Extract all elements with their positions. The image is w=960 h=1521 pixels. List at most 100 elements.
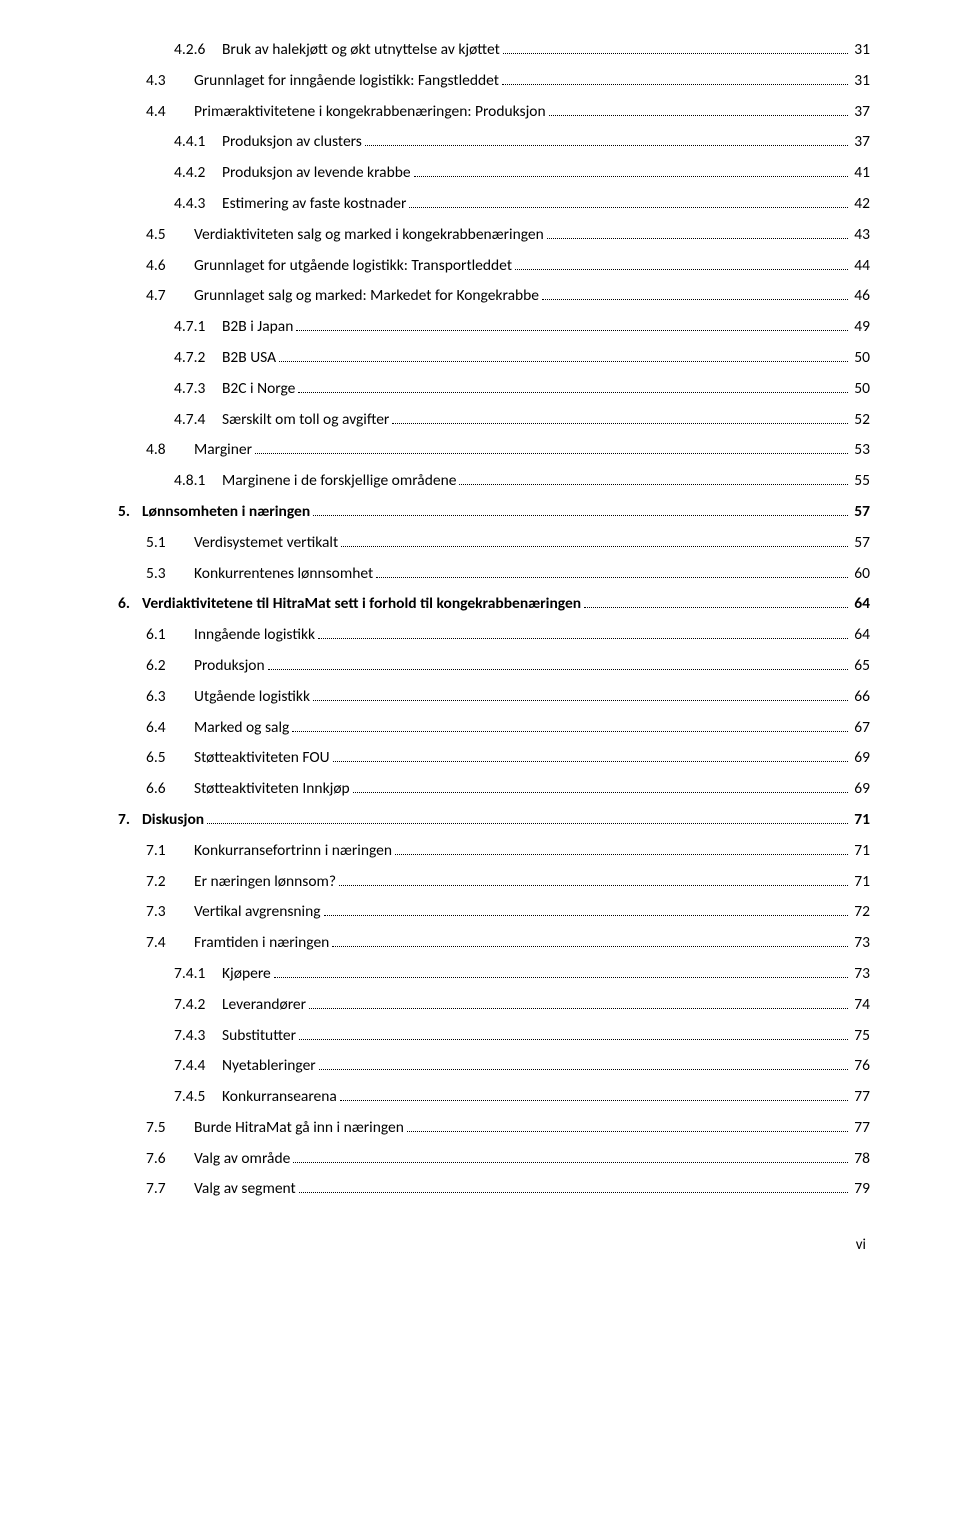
toc-entry[interactable]: 7.5Burde HitraMat gå inn i næringen77	[118, 1116, 870, 1141]
toc-entry[interactable]: 7.2Er næringen lønnsom?71	[118, 870, 870, 895]
toc-entry-number: 4.4.3	[174, 192, 222, 217]
toc-entry[interactable]: 7.1Konkurransefortrinn i næringen71	[118, 839, 870, 864]
toc-entry-number: 7.6	[146, 1147, 194, 1172]
toc-entry-number: 5.3	[146, 562, 194, 587]
toc-entry-page: 77	[851, 1085, 870, 1110]
toc-entry[interactable]: 4.7.2B2B USA50	[118, 346, 870, 371]
toc-entry[interactable]: 6.3Utgående logistikk66	[118, 685, 870, 710]
toc-entry[interactable]: 4.2.6Bruk av halekjøtt og økt utnyttelse…	[118, 38, 870, 63]
toc-leader-dots	[409, 207, 848, 208]
toc-entry[interactable]: 6.4Marked og salg67	[118, 716, 870, 741]
toc-entry[interactable]: 4.8.1Marginene i de forskjellige områden…	[118, 469, 870, 494]
toc-entry[interactable]: 7.4.2Leverandører74	[118, 993, 870, 1018]
toc-entry-page: 71	[851, 839, 870, 864]
toc-entry-number: 6.5	[146, 746, 194, 771]
toc-entry-number: 7.4.2	[174, 993, 222, 1018]
toc-entry-title: Estimering av faste kostnader	[222, 192, 406, 217]
toc-entry[interactable]: 4.4.3Estimering av faste kostnader42	[118, 192, 870, 217]
toc-leader-dots	[414, 176, 849, 177]
toc-entry[interactable]: 4.6Grunnlaget for utgående logistikk: Tr…	[118, 254, 870, 279]
toc-entry-number: 4.5	[146, 223, 194, 248]
toc-entry[interactable]: 7.7Valg av segment79	[118, 1177, 870, 1202]
page-number-footer: vi	[118, 1236, 870, 1254]
toc-entry-page: 73	[851, 931, 870, 956]
toc-entry-page: 49	[851, 315, 870, 340]
toc-entry-title: Substitutter	[222, 1024, 296, 1049]
toc-entry-number: 4.7.3	[174, 377, 222, 402]
toc-entry[interactable]: 7.4Framtiden i næringen73	[118, 931, 870, 956]
toc-leader-dots	[395, 854, 848, 855]
toc-entry[interactable]: 7.4.3Substitutter75	[118, 1024, 870, 1049]
toc-entry-title: B2B i Japan	[222, 315, 293, 340]
toc-entry-number: 4.7.4	[174, 408, 222, 433]
toc-entry[interactable]: 7.4.1Kjøpere73	[118, 962, 870, 987]
toc-entry[interactable]: 4.7Grunnlaget salg og marked: Markedet f…	[118, 284, 870, 309]
toc-leader-dots	[255, 453, 848, 454]
toc-entry-number: 4.7.1	[174, 315, 222, 340]
toc-entry-page: 53	[851, 438, 870, 463]
toc-entry[interactable]: 4.4.1Produksjon av clusters37	[118, 130, 870, 155]
toc-entry-page: 76	[851, 1054, 870, 1079]
toc-entry[interactable]: 6.6Støtteaktiviteten Innkjøp69	[118, 777, 870, 802]
toc-entry[interactable]: 4.7.4Særskilt om toll og avgifter52	[118, 408, 870, 433]
toc-entry-title: Marginene i de forskjellige områdene	[222, 469, 456, 494]
toc-entry-title: Er næringen lønnsom?	[194, 870, 336, 895]
toc-entry-title: Lønnsomheten i næringen	[142, 500, 310, 525]
toc-entry-page: 44	[851, 254, 870, 279]
toc-entry-page: 31	[851, 69, 870, 94]
toc-entry-page: 73	[851, 962, 870, 987]
toc-entry[interactable]: 7.Diskusjon71	[118, 808, 870, 833]
toc-leader-dots	[299, 1192, 849, 1193]
toc-entry-number: 4.6	[146, 254, 194, 279]
toc-entry[interactable]: 5.Lønnsomheten i næringen57	[118, 500, 870, 525]
toc-leader-dots	[279, 361, 848, 362]
toc-leader-dots	[274, 977, 849, 978]
toc-entry[interactable]: 6.5Støtteaktiviteten FOU69	[118, 746, 870, 771]
toc-entry-number: 7.3	[146, 900, 194, 925]
toc-leader-dots	[407, 1131, 848, 1132]
toc-entry[interactable]: 4.7.1B2B i Japan 49	[118, 315, 870, 340]
toc-entry-title: Valg av område	[194, 1147, 290, 1172]
toc-entry[interactable]: 7.4.4Nyetableringer 76	[118, 1054, 870, 1079]
toc-leader-dots	[207, 823, 848, 824]
toc-entry-title: Kjøpere	[222, 962, 271, 987]
toc-entry-number: 7.	[118, 808, 142, 833]
toc-entry[interactable]: 7.4.5Konkurransearena77	[118, 1085, 870, 1110]
toc-entry-page: 50	[851, 346, 870, 371]
toc-entry-page: 64	[851, 623, 870, 648]
toc-entry-page: 66	[851, 685, 870, 710]
toc-entry[interactable]: 4.7.3B2C i Norge50	[118, 377, 870, 402]
toc-leader-dots	[268, 669, 849, 670]
toc-entry[interactable]: 4.8Marginer53	[118, 438, 870, 463]
toc-entry-number: 7.4.3	[174, 1024, 222, 1049]
toc-entry[interactable]: 7.3Vertikal avgrensning72	[118, 900, 870, 925]
toc-entry-page: 43	[851, 223, 870, 248]
toc-entry[interactable]: 5.3Konkurrentenes lønnsomhet60	[118, 562, 870, 587]
toc-leader-dots	[332, 946, 848, 947]
toc-leader-dots	[313, 515, 848, 516]
toc-entry-number: 7.4.4	[174, 1054, 222, 1079]
toc-entry-page: 52	[851, 408, 870, 433]
toc-entry-page: 60	[851, 562, 870, 587]
toc-entry-number: 5.	[118, 500, 142, 525]
toc-leader-dots	[502, 84, 848, 85]
toc-entry-title: Produksjon av levende krabbe	[222, 161, 411, 186]
toc-entry-number: 4.3	[146, 69, 194, 94]
toc-entry[interactable]: 4.5Verdiaktiviteten salg og marked i kon…	[118, 223, 870, 248]
toc-entry[interactable]: 7.6Valg av område78	[118, 1147, 870, 1172]
toc-entry-title: Nyetableringer	[222, 1054, 316, 1079]
toc-entry[interactable]: 5.1Verdisystemet vertikalt57	[118, 531, 870, 556]
toc-leader-dots	[542, 299, 848, 300]
toc-entry[interactable]: 6.Verdiaktivitetene til HitraMat sett i …	[118, 592, 870, 617]
toc-leader-dots	[503, 53, 848, 54]
toc-entry-title: Diskusjon	[142, 808, 204, 833]
toc-entry-number: 4.2.6	[174, 38, 222, 63]
toc-entry-page: 67	[851, 716, 870, 741]
toc-entry[interactable]: 4.4.2Produksjon av levende krabbe41	[118, 161, 870, 186]
toc-entry[interactable]: 4.4Primæraktivitetene i kongekrabbenærin…	[118, 100, 870, 125]
toc-entry-title: Grunnlaget for inngående logistikk: Fang…	[194, 69, 499, 94]
toc-entry[interactable]: 4.3Grunnlaget for inngående logistikk: F…	[118, 69, 870, 94]
toc-entry[interactable]: 6.1Inngående logistikk64	[118, 623, 870, 648]
toc-entry-title: Bruk av halekjøtt og økt utnyttelse av k…	[222, 38, 500, 63]
toc-entry[interactable]: 6.2Produksjon65	[118, 654, 870, 679]
